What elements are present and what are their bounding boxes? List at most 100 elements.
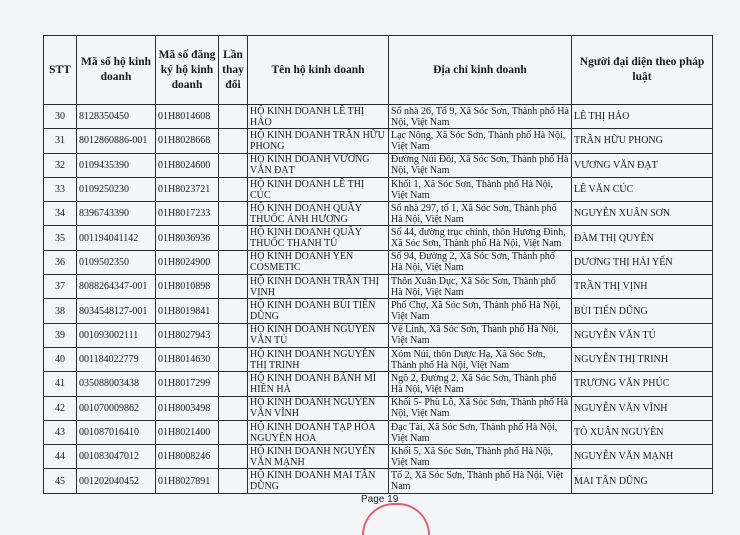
- table-row: 45 001202040452 01H8027891 HỘ KINH DOANH MA…: [43, 468, 713, 494]
- cell-business-name: HỘ KINH DOANH NGUYỄN VĂN VĨNH: [247, 395, 389, 421]
- cell-registration-code: 01H8003498: [155, 395, 219, 421]
- cell-business-code: 0109502350: [76, 249, 156, 276]
- cell-business-name: HỘ KINH DOANH QUẦY THUỐC ÁNH HƯƠNG: [247, 201, 389, 227]
- cell-change-count: [218, 128, 248, 154]
- cell-business-name: HỘ KINH DOANH TRẦN THỊ VỊNH: [247, 274, 389, 300]
- cell-change-count: [218, 274, 248, 300]
- page-number: Page 19: [361, 494, 399, 505]
- cell-stt: 31: [43, 128, 77, 154]
- cell-change-count: [218, 249, 248, 276]
- cell-business-name: HỘ KINH DOANH MAI TẤN DŨNG: [247, 468, 389, 494]
- cell-registration-code: 01H8017299: [155, 371, 219, 397]
- cell-registration-code: 01H8014630: [155, 346, 219, 373]
- cell-stt: 42: [43, 395, 77, 421]
- cell-representative: NGUYỄN XUÂN SƠN: [571, 201, 713, 227]
- table-row: 42 001070009862 01H8003498 HỘ KINH DOANH NG…: [43, 395, 713, 421]
- cell-business-code: 001184022779: [76, 346, 156, 373]
- table-row: 32 0109435390 01H8024600 HỘ KINH DOANH VƯƠN…: [43, 152, 713, 178]
- cell-stt: 37: [43, 274, 77, 300]
- cell-address: Số 94, Đường 2, Xã Sóc Sơn, Thành phố Hà…: [388, 249, 572, 276]
- cell-business-name: HỘ KINH DOANH BÙI TIẾN DŨNG: [247, 298, 389, 324]
- table-row: 43 001087016410 01H8021400 HỘ KINH DOANH TẠ…: [43, 419, 713, 446]
- cell-stt: 35: [43, 225, 77, 251]
- cell-business-name: HỘ KINH DOANH NGUYỄN VĂN TÚ: [247, 322, 389, 348]
- cell-registration-code: 01H8027891: [155, 468, 219, 494]
- cell-business-name: HỘ KINH DOANH NGUYỄN THỊ TRINH: [247, 346, 389, 373]
- cell-address: Số 44, đường trục chính, thôn Hương Đình…: [388, 225, 572, 251]
- cell-change-count: [218, 419, 248, 446]
- cell-change-count: [218, 103, 248, 130]
- cell-registration-code: 01H8008246: [155, 444, 219, 470]
- cell-representative: TRƯƠNG VĂN PHÚC: [571, 371, 713, 397]
- cell-change-count: [218, 444, 248, 470]
- cell-representative: NGUYỄN VĂN VĨNH: [571, 395, 713, 421]
- table-row: 35 001194041142 01H8036936 HỘ KINH DOANH QU…: [43, 225, 713, 251]
- cell-stt: 40: [43, 346, 77, 373]
- table-row: 36 0109502350 01H8024900 HỘ KINH DOANH YẾN …: [43, 249, 713, 276]
- header-stt: STT: [43, 35, 77, 105]
- cell-change-count: [218, 201, 248, 227]
- table-row: 37 8088264347-001 01H8010898 HỘ KINH DOANH …: [43, 274, 713, 300]
- cell-business-name: HỘ KINH DOANH TẠP HÓA NGUYÊN HOA: [247, 419, 389, 446]
- cell-stt: 34: [43, 201, 77, 227]
- cell-business-code: 001087016410: [76, 419, 156, 446]
- cell-address: Tổ 2, Xã Sóc Sơn, Thành phố Hà Nội, Việt…: [388, 468, 572, 494]
- cell-business-name: HỘ KINH DOANH TRẦN HỮU PHONG: [247, 128, 389, 154]
- cell-business-code: 8396743390: [76, 201, 156, 227]
- cell-address: Lạc Nông, Xã Sóc Sơn, Thành phố Hà Nội, …: [388, 128, 572, 154]
- cell-business-name: HỘ KINH DOANH VƯƠNG VĂN ĐẠT: [247, 152, 389, 178]
- cell-registration-code: 01H8027943: [155, 322, 219, 348]
- header-address: Địa chỉ kinh doanh: [388, 35, 572, 105]
- cell-change-count: [218, 395, 248, 421]
- cell-stt: 36: [43, 249, 77, 276]
- cell-business-code: 001093002111: [76, 322, 156, 348]
- red-seal-stamp: [362, 503, 430, 535]
- cell-business-name: HỘ KINH DOANH LÊ THỊ CÚC: [247, 176, 389, 203]
- cell-registration-code: 01H8021400: [155, 419, 219, 446]
- cell-address: Vệ Linh, Xã Sóc Sơn, Thành phố Hà Nội, V…: [388, 322, 572, 348]
- cell-change-count: [218, 298, 248, 324]
- cell-representative: TÔ XUÂN NGUYÊN: [571, 419, 713, 446]
- table-row: 33 0109250230 01H8023721 HỘ KINH DOANH LÊ T…: [43, 176, 713, 203]
- cell-address: Đường Núi Đôi, Xã Sóc Sơn, Thành phố Hà …: [388, 152, 572, 178]
- cell-stt: 38: [43, 298, 77, 324]
- table-header-row: STT Mã số hộ kinh doanh Mã số đăng ký hộ…: [43, 35, 713, 105]
- table-row: 40 001184022779 01H8014630 HỘ KINH DOANH NG…: [43, 346, 713, 373]
- table-row: 41 035088003438 01H8017299 HỘ KINH DOANH BÁ…: [43, 371, 713, 397]
- cell-registration-code: 01H8010898: [155, 274, 219, 300]
- cell-business-name: HỘ KINH DOANH NGUYỄN VĂN MẠNH: [247, 444, 389, 470]
- cell-registration-code: 01H8024600: [155, 152, 219, 178]
- cell-business-code: 001202040452: [76, 468, 156, 494]
- cell-registration-code: 01H8023721: [155, 176, 219, 203]
- cell-address: Đạc Tài, Xã Sóc Sơn, Thành phố Hà Nội, V…: [388, 419, 572, 446]
- cell-registration-code: 01H8014608: [155, 103, 219, 130]
- table-row: 31 8012860886-001 01H8028668 HỘ KINH DOANH …: [43, 128, 713, 154]
- cell-address: Phố Chợ, Xã Sóc Sơn, Thành phố Hà Nội, V…: [388, 298, 572, 324]
- cell-stt: 32: [43, 152, 77, 178]
- cell-address: Số nhà 297, tổ 1, Xã Sóc Sơn, Thành phố …: [388, 201, 572, 227]
- header-business-code: Mã số hộ kinh doanh: [76, 35, 156, 105]
- cell-representative: VƯƠNG VĂN ĐẠT: [571, 152, 713, 178]
- cell-business-code: 035088003438: [76, 371, 156, 397]
- cell-business-name: HỘ KINH DOANH BÁNH MÌ HIỀN HÀ: [247, 371, 389, 397]
- cell-address: Ngõ 2, Đường 2, Xã Sóc Sơn, Thành phố Hà…: [388, 371, 572, 397]
- header-business-name: Tên hộ kinh doanh: [247, 35, 389, 105]
- cell-stt: 39: [43, 322, 77, 348]
- cell-representative: TRẦN THỊ VỊNH: [571, 274, 713, 300]
- cell-business-code: 001070009862: [76, 395, 156, 421]
- cell-business-code: 001194041142: [76, 225, 156, 251]
- cell-change-count: [218, 346, 248, 373]
- cell-business-code: 001083047012: [76, 444, 156, 470]
- cell-business-name: HỘ KINH DOANH QUẦY THUỐC THANH TÚ: [247, 225, 389, 251]
- cell-stt: 30: [43, 103, 77, 130]
- cell-address: Số nhà 26, Tổ 9, Xã Sóc Sơn, Thành phố H…: [388, 103, 572, 130]
- cell-stt: 44: [43, 444, 77, 470]
- cell-representative: ĐÀM THỊ QUYÊN: [571, 225, 713, 251]
- cell-change-count: [218, 371, 248, 397]
- cell-stt: 45: [43, 468, 77, 494]
- cell-change-count: [218, 152, 248, 178]
- header-representative: Người đại diện theo pháp luật: [571, 35, 713, 105]
- cell-change-count: [218, 225, 248, 251]
- cell-representative: LÊ THỊ HẢO: [571, 103, 713, 130]
- cell-change-count: [218, 468, 248, 494]
